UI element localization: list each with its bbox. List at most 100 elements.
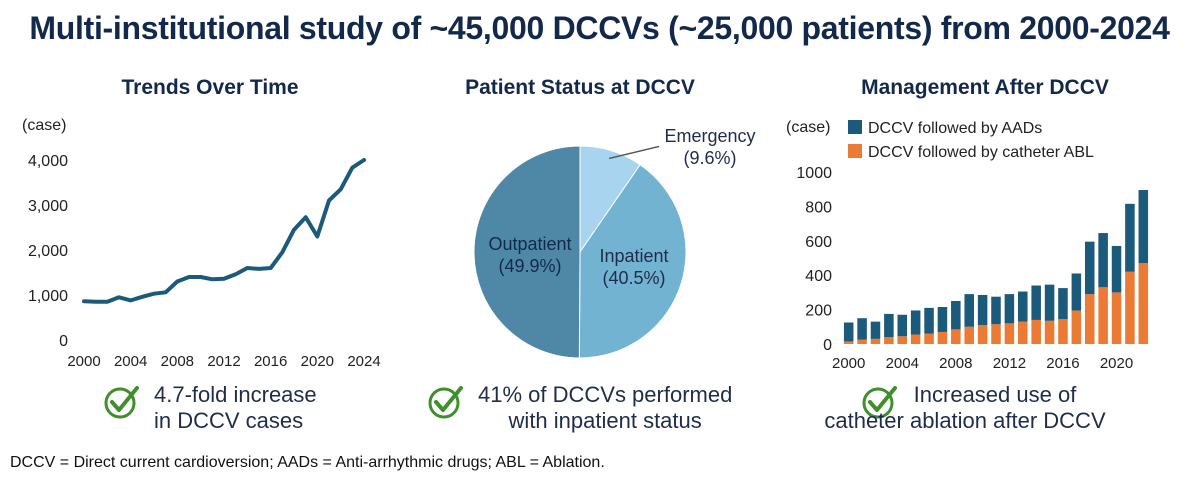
bar-segment-aads <box>1111 245 1122 293</box>
line-x-tick-label: 2016 <box>254 353 287 370</box>
takeaway-middle-line1: 41% of DCCVs performed <box>478 382 733 407</box>
line-series <box>82 158 366 304</box>
pie-label-inpatient: Inpatient <box>599 246 668 266</box>
bar-segment-abl <box>937 331 948 344</box>
bar-segment-abl <box>870 338 881 344</box>
line-x-tick-label: 2012 <box>207 353 240 370</box>
line-x-tick-label: 2024 <box>347 353 380 370</box>
pie-pct-emergency: (9.6%) <box>683 148 736 168</box>
bar-y-tick-label: 400 <box>805 268 832 285</box>
bar-segment-abl <box>1125 271 1135 344</box>
bar-legend-swatch <box>848 144 862 158</box>
bar-x-tick-label: 2020 <box>1100 355 1133 372</box>
bar-segment-aads <box>857 318 867 340</box>
bar-segment-abl <box>951 329 961 344</box>
bar-x-tick-label: 2016 <box>1046 355 1079 372</box>
bar-segment-aads <box>843 322 854 342</box>
bar-segment-aads <box>1031 285 1041 320</box>
takeaway-middle-line2: with inpatient status <box>508 408 702 433</box>
bar-x-tick-label: 2012 <box>993 355 1026 372</box>
bar-segment-aads <box>924 307 934 334</box>
bar-segment-abl <box>1018 321 1028 344</box>
bar-segment-abl <box>897 336 908 344</box>
bar-segment-abl <box>964 326 974 344</box>
pie-leader-line <box>608 145 660 160</box>
bar-segment-aads <box>1125 203 1135 272</box>
bar-segment-aads <box>1004 294 1015 324</box>
check-icon <box>104 386 139 419</box>
main-title: Multi-institutional study of ~45,000 DCC… <box>29 10 1170 46</box>
bar-segment-aads <box>897 314 908 337</box>
pie-chart-title: Patient Status at DCCV <box>465 76 695 99</box>
bar-segment-aads <box>977 294 988 326</box>
line-chart-title: Trends Over Time <box>121 76 299 99</box>
bar-segment-aads <box>937 307 948 332</box>
bar-segment-aads <box>910 310 921 335</box>
bar-y-tick-label: 200 <box>805 303 832 320</box>
check-icon <box>428 386 463 419</box>
bar-segment-abl <box>1084 294 1095 344</box>
bar-segment-aads <box>870 321 881 339</box>
bar-segment-aads <box>964 294 974 327</box>
bar-segment-aads <box>1071 273 1082 311</box>
bar-segment-aads <box>991 296 1001 325</box>
line-y-tick-label: 1,000 <box>28 288 68 305</box>
stacked-bar-chart: (case) 0 200 400 600 800 1000 DCCV followed by … <box>786 119 1149 372</box>
takeaway-right-line1: Increased use of <box>913 382 1077 407</box>
line-x-tick-label: 2008 <box>161 353 194 370</box>
bar-y-tick-label: 600 <box>805 234 832 251</box>
footnote: DCCV = Direct current cardioversion; AAD… <box>10 454 605 471</box>
bar-segment-abl <box>977 325 988 344</box>
bar-segment-aads <box>1084 241 1095 295</box>
bar-x-tick-label: 2004 <box>886 355 919 372</box>
line-y-unit-label: (case) <box>22 117 66 134</box>
bar-segment-abl <box>924 333 934 344</box>
pie-pct-outpatient: (49.9%) <box>498 256 561 276</box>
bar-segment-abl <box>884 337 894 344</box>
takeaway-left-line1: 4.7-fold increase <box>154 382 317 407</box>
line-y-tick-label: 4,000 <box>28 153 68 170</box>
check-icon <box>862 386 897 419</box>
pie-label-outpatient: Outpatient <box>488 234 571 254</box>
bar-y-unit-label: (case) <box>786 119 830 136</box>
bar-y-tick-label: 1000 <box>796 165 832 182</box>
bar-segment-abl <box>1098 287 1108 344</box>
bar-segment-aads <box>884 313 894 338</box>
bar-segment-abl <box>1031 319 1041 344</box>
bar-segment-aads <box>1138 190 1149 264</box>
line-y-tick-label: 0 <box>59 333 68 350</box>
line-x-tick-label: 2020 <box>301 353 334 370</box>
bar-segment-aads <box>1044 284 1055 321</box>
bar-y-tick-label: 800 <box>805 199 832 216</box>
bar-legend-label: DCCV followed by catheter ABL <box>868 144 1094 161</box>
pie-slice-inpatient <box>578 164 687 359</box>
bar-y-tick-label: 0 <box>823 337 832 354</box>
bar-chart-title: Management After DCCV <box>861 76 1109 99</box>
line-x-tick-label: 2004 <box>114 353 147 370</box>
takeaway-right-line2: catheter ablation after DCCV <box>824 408 1106 433</box>
line-y-tick-label: 3,000 <box>28 198 68 215</box>
bar-segment-abl <box>1058 319 1068 344</box>
bar-x-tick-label: 2008 <box>939 355 972 372</box>
bar-segment-aads <box>1098 233 1108 288</box>
bar-x-tick-label: 2000 <box>832 355 865 372</box>
bar-legend-swatch <box>848 120 862 134</box>
bar-segment-abl <box>1111 292 1122 344</box>
bar-segment-abl <box>843 341 854 344</box>
bar-segment-abl <box>1071 310 1082 344</box>
bar-segment-abl <box>857 339 867 344</box>
bar-segment-abl <box>991 324 1001 344</box>
bar-segment-aads <box>951 301 961 330</box>
bar-segment-abl <box>1004 323 1015 344</box>
pie-chart: Emergency(9.6%) Inpatient(40.5%) Outpatien… <box>473 126 756 359</box>
takeaway-left-line2: in DCCV cases <box>154 408 304 433</box>
line-x-tick-label: 2000 <box>67 353 100 370</box>
line-y-tick-label: 2,000 <box>28 243 68 260</box>
line-chart: (case) 0 1,000 2,000 3,000 4,000 2000 2004 2008 2… <box>22 117 381 370</box>
bar-segment-abl <box>910 334 921 344</box>
bar-segment-aads <box>1058 288 1068 320</box>
pie-slice-outpatient <box>473 145 581 359</box>
pie-pct-inpatient: (40.5%) <box>602 268 665 288</box>
bar-segment-aads <box>1018 291 1028 322</box>
bar-segment-abl <box>1138 263 1149 344</box>
